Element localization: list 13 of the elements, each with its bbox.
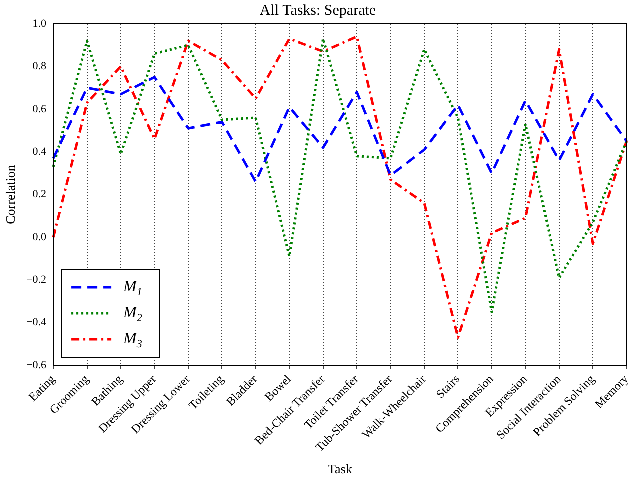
y-tick-label: −0.2 [26, 274, 47, 286]
y-tick-label: 0.8 [32, 60, 48, 73]
y-tick-label: 0.2 [32, 188, 47, 201]
y-axis-title: Correlation [3, 164, 18, 224]
y-tick-label: −0.4 [26, 316, 48, 329]
y-tick-label: 1.0 [32, 18, 48, 30]
y-tick-label: 0.4 [32, 146, 48, 158]
y-tick-label: 0.0 [32, 231, 48, 244]
y-tick-label: −0.6 [26, 359, 48, 372]
x-axis-title: Task [328, 462, 353, 477]
chart-title: All Tasks: Separate [260, 2, 376, 19]
line-series [52, 76, 628, 184]
y-tick-label: 0.6 [32, 103, 48, 116]
